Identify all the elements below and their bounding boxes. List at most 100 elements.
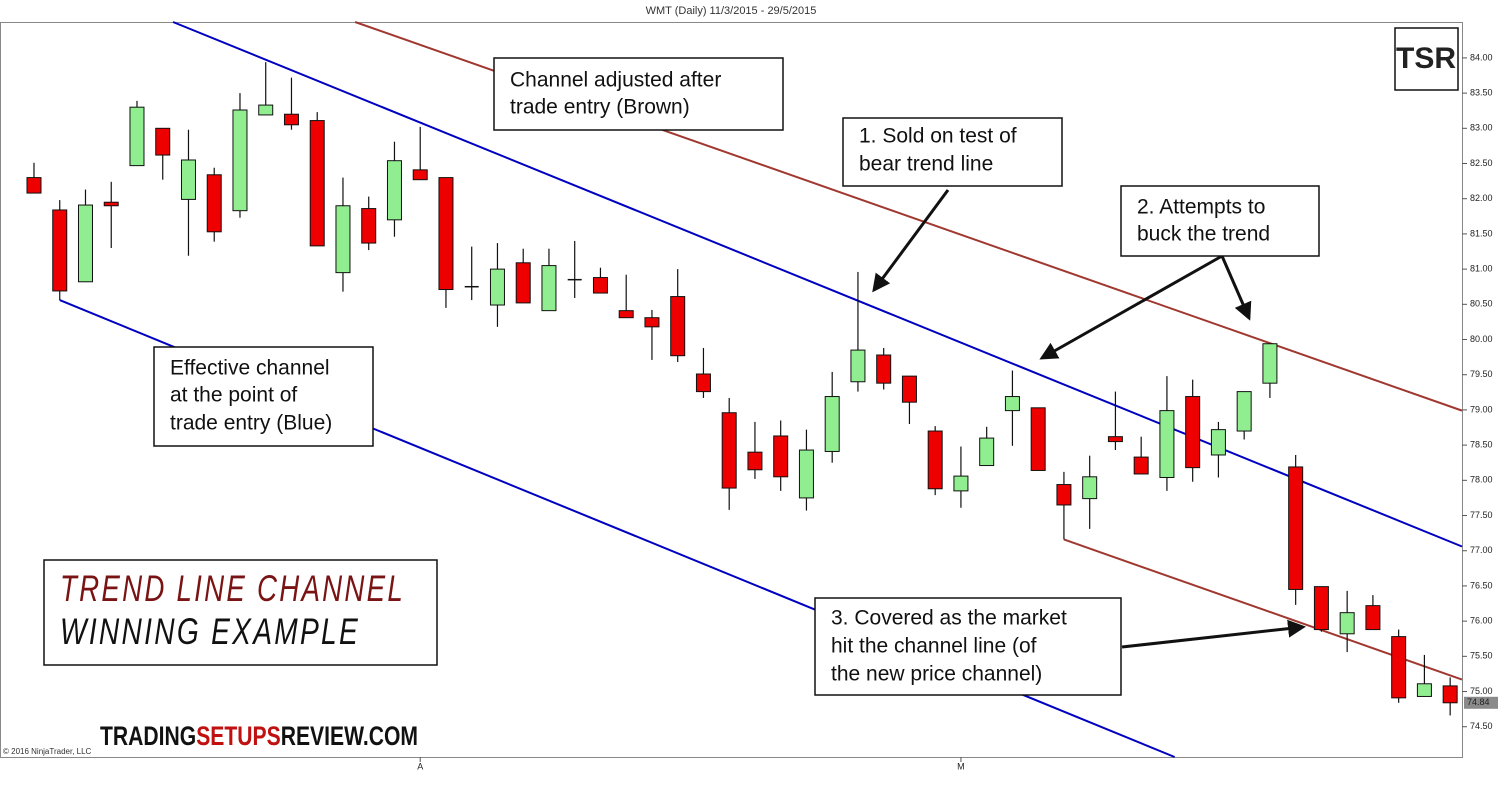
y-tick-label: 76.00	[1470, 615, 1493, 625]
annotation-box	[842, 117, 1063, 187]
arrow	[1121, 619, 1306, 649]
logo-box	[1394, 27, 1459, 91]
watermark-part: REVIEW.COM	[281, 721, 418, 751]
candle-body	[412, 169, 428, 181]
candle-body	[258, 104, 274, 116]
y-tick-label: 79.00	[1470, 404, 1493, 414]
y-tick-label: 74.50	[1470, 721, 1493, 731]
y-tick-label: 83.00	[1470, 123, 1493, 133]
candle-body	[670, 296, 686, 357]
copyright: © 2016 NinjaTrader, LLC	[3, 747, 92, 756]
annotation-box	[493, 57, 784, 131]
y-tick-label: 78.00	[1470, 475, 1493, 485]
y-tick-label: 83.50	[1470, 87, 1493, 97]
candle-body	[335, 205, 351, 274]
candle-body	[695, 373, 711, 393]
watermark: TRADINGSETUPSREVIEW.COM	[100, 721, 418, 751]
candle-body	[1262, 343, 1278, 384]
candle-body	[1288, 466, 1304, 590]
heading-box	[43, 559, 438, 666]
annotation: hit the channel line (of	[831, 635, 1037, 658]
candle-body	[721, 412, 737, 489]
candle-body	[155, 127, 171, 156]
candle-body	[876, 354, 892, 384]
annotation: buck the trend	[1137, 223, 1270, 246]
y-tick-label: 75.00	[1470, 686, 1493, 696]
candle-body	[773, 435, 789, 478]
candle-body	[1159, 410, 1175, 479]
y-tick-label: 81.50	[1470, 228, 1493, 238]
y-tick-label: 80.50	[1470, 299, 1493, 309]
candle-body	[489, 268, 505, 306]
candle-body	[309, 120, 325, 247]
chart-title: WMT (Daily) 11/3/2015 - 29/5/2015	[646, 5, 817, 17]
candle-body	[747, 451, 763, 471]
watermark-part: TRADING	[100, 721, 196, 751]
x-tick-label: M	[957, 761, 965, 771]
candle-body	[283, 113, 299, 126]
y-tick-label: 82.00	[1470, 193, 1493, 203]
annotation: bear trend line	[859, 153, 993, 176]
annotation: 1. Sold on test of	[859, 125, 1017, 148]
annotation: Channel adjusted after	[510, 69, 721, 92]
candle-body	[515, 262, 531, 304]
candle-body	[1056, 484, 1072, 506]
trend-line	[172, 21, 1463, 548]
candle-body	[1030, 407, 1046, 471]
candle-body	[1107, 436, 1123, 443]
candle-body	[953, 475, 969, 492]
candle-body	[618, 310, 634, 319]
y-tick-label: 80.00	[1470, 334, 1493, 344]
candle-body	[1442, 685, 1458, 704]
y-tick-label: 77.00	[1470, 545, 1493, 555]
candle-body	[1391, 636, 1407, 699]
y-tick-label: 75.50	[1470, 651, 1493, 661]
candle-body	[850, 349, 866, 383]
candle-body	[180, 159, 196, 200]
y-tick-label: 79.50	[1470, 369, 1493, 379]
plot-frame	[0, 22, 1463, 758]
candle-body	[1313, 586, 1329, 631]
candle-body	[206, 174, 222, 233]
candle-body	[438, 177, 454, 291]
annotation: 3. Covered as the market	[831, 607, 1067, 630]
candle-body	[798, 449, 814, 499]
candle-body	[77, 204, 93, 283]
candle-body	[361, 208, 377, 244]
y-tick-label: 84.00	[1470, 52, 1493, 62]
candle-body	[1339, 612, 1355, 635]
annotation: trade entry (Blue)	[170, 412, 332, 435]
annotation: trade entry (Brown)	[510, 96, 690, 119]
annotation: at the point of	[170, 384, 297, 407]
candle-body	[1236, 391, 1252, 432]
candle-body	[901, 375, 917, 403]
candle-body	[644, 317, 660, 328]
x-tick-label: A	[417, 761, 423, 771]
annotation-box	[1120, 185, 1320, 257]
candle-body	[927, 430, 943, 490]
candle-body	[1416, 683, 1432, 697]
candle-body	[541, 265, 557, 312]
candle-body	[129, 106, 145, 167]
candle-body	[232, 109, 248, 212]
y-tick-label: 76.50	[1470, 580, 1493, 590]
y-tick-label: 82.50	[1470, 158, 1493, 168]
last-price-box	[1464, 696, 1498, 709]
marks: 74.50 75.00 75.50 76.00 76.50 77.00 77.50 78.00…	[26, 21, 1498, 771]
candle-body	[824, 396, 840, 452]
candle-body	[1365, 605, 1381, 631]
annotation: Effective channel	[170, 357, 330, 380]
watermark-part: SETUPS	[196, 721, 281, 751]
arrow	[1220, 255, 1252, 321]
candle-body	[1133, 456, 1149, 475]
candle-body	[1185, 396, 1201, 469]
last-price-label: 74.84	[1467, 697, 1490, 707]
annotation-box	[153, 346, 374, 447]
candle-body	[1082, 476, 1098, 500]
candle-body	[1210, 429, 1226, 456]
arrow	[872, 189, 950, 293]
candle-body	[592, 277, 608, 294]
candle-body	[979, 437, 995, 467]
annotation: 2. Attempts to	[1137, 196, 1265, 219]
